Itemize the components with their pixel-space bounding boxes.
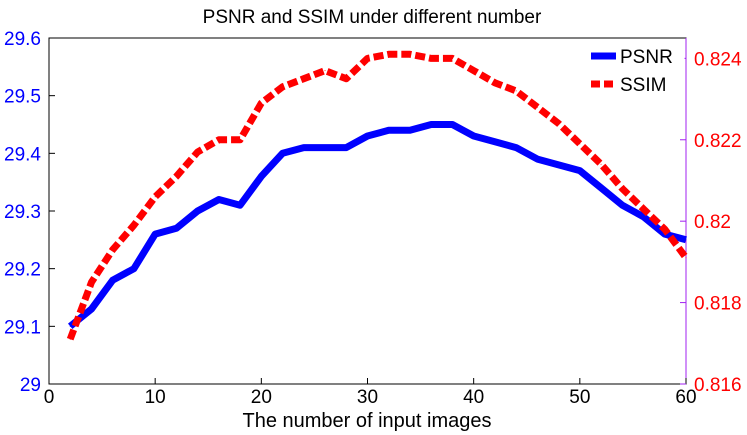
data-point-ssim xyxy=(367,57,368,59)
data-point-ssim xyxy=(430,57,432,59)
data-point-psnr xyxy=(494,141,496,143)
plot-area xyxy=(48,37,687,385)
data-point-psnr xyxy=(282,152,284,154)
x-tick-label: 10 xyxy=(145,387,166,408)
right-y-tick-label: 0.822 xyxy=(694,131,742,152)
data-point-ssim xyxy=(643,208,645,210)
left-y-tick-label: 29 xyxy=(20,375,41,396)
x-tick-label: 0 xyxy=(44,387,55,408)
legend: PSNR SSIM xyxy=(585,39,685,99)
data-point-psnr xyxy=(515,147,517,149)
data-point-psnr xyxy=(69,325,71,327)
data-point-ssim xyxy=(260,102,262,104)
data-point-ssim xyxy=(175,175,177,177)
data-point-psnr xyxy=(154,233,156,235)
x-axis: 0 10 20 30 40 50 60 xyxy=(44,378,697,408)
data-point-ssim xyxy=(473,70,475,72)
data-point-ssim xyxy=(515,90,517,92)
data-point-ssim xyxy=(664,228,666,230)
data-point-ssim xyxy=(388,53,390,55)
data-point-psnr xyxy=(345,147,347,149)
data-point-psnr xyxy=(473,135,475,137)
data-point-psnr xyxy=(218,198,220,200)
left-y-axis: 29 29.1 29.2 29.3 29.4 29.5 29.6 xyxy=(4,29,55,396)
x-tick-label: 40 xyxy=(463,387,484,408)
data-point-psnr xyxy=(324,147,326,149)
data-point-psnr xyxy=(239,204,241,206)
data-point-ssim xyxy=(197,151,199,153)
data-point-ssim xyxy=(600,163,602,165)
left-y-tick-label: 29.2 xyxy=(4,260,41,281)
right-y-axis: 0.816 0.818 0.82 0.822 0.824 xyxy=(680,49,742,396)
series-line-psnr xyxy=(67,121,687,330)
data-point-psnr xyxy=(600,187,602,189)
data-point-psnr xyxy=(367,135,368,137)
data-point-psnr xyxy=(409,129,411,131)
data-point-ssim xyxy=(558,122,560,124)
data-point-psnr xyxy=(451,124,453,125)
data-point-ssim xyxy=(69,338,71,340)
left-y-tick-label: 29.6 xyxy=(4,29,41,50)
series-layer xyxy=(66,50,689,341)
data-point-psnr xyxy=(90,308,92,310)
data-point-psnr xyxy=(133,268,135,270)
right-y-tick-label: 0.82 xyxy=(694,212,731,233)
x-tick-label: 30 xyxy=(357,387,378,408)
legend-label-psnr: PSNR xyxy=(620,47,673,68)
data-point-ssim xyxy=(345,78,347,80)
right-y-tick-label: 0.818 xyxy=(694,294,742,315)
data-point-ssim xyxy=(685,257,687,259)
x-tick-label: 60 xyxy=(675,387,696,408)
left-y-tick-label: 29.1 xyxy=(4,317,41,338)
right-y-tick-label: 0.816 xyxy=(694,375,742,396)
data-point-ssim xyxy=(90,281,92,283)
data-point-psnr xyxy=(579,170,581,172)
data-point-ssim xyxy=(218,139,220,141)
data-point-ssim xyxy=(536,106,538,108)
series-line-ssim xyxy=(66,50,689,341)
data-point-psnr xyxy=(388,129,390,131)
data-point-psnr xyxy=(643,216,645,218)
data-point-ssim xyxy=(112,249,114,251)
data-point-ssim xyxy=(324,70,326,72)
chart-title: PSNR and SSIM under different number xyxy=(203,7,542,28)
data-point-psnr xyxy=(621,204,623,206)
data-point-psnr xyxy=(260,175,262,177)
data-point-psnr xyxy=(303,147,305,149)
x-axis-label: The number of input images xyxy=(242,410,491,432)
data-point-psnr xyxy=(685,239,687,241)
right-y-tick-label: 0.824 xyxy=(694,49,742,70)
data-point-ssim xyxy=(494,82,496,84)
data-point-ssim xyxy=(282,86,284,88)
data-point-psnr xyxy=(558,164,560,166)
data-point-ssim xyxy=(579,143,581,145)
data-point-ssim xyxy=(451,57,453,59)
left-y-tick-label: 29.5 xyxy=(4,87,41,108)
data-point-ssim xyxy=(154,196,156,198)
x-tick-label: 50 xyxy=(569,387,590,408)
data-point-ssim xyxy=(133,224,135,226)
data-point-psnr xyxy=(536,158,538,160)
data-point-ssim xyxy=(409,53,411,55)
x-tick-label: 20 xyxy=(251,387,272,408)
legend-box xyxy=(585,39,685,99)
left-y-tick-label: 29.3 xyxy=(4,202,41,223)
data-point-psnr xyxy=(175,227,177,229)
legend-label-ssim: SSIM xyxy=(620,75,666,96)
data-point-psnr xyxy=(112,279,114,281)
data-point-ssim xyxy=(621,188,623,190)
data-point-ssim xyxy=(303,78,305,80)
data-point-psnr xyxy=(197,210,199,212)
left-y-tick-label: 29.4 xyxy=(4,144,41,165)
data-point-ssim xyxy=(239,139,241,141)
data-point-psnr xyxy=(430,124,432,125)
